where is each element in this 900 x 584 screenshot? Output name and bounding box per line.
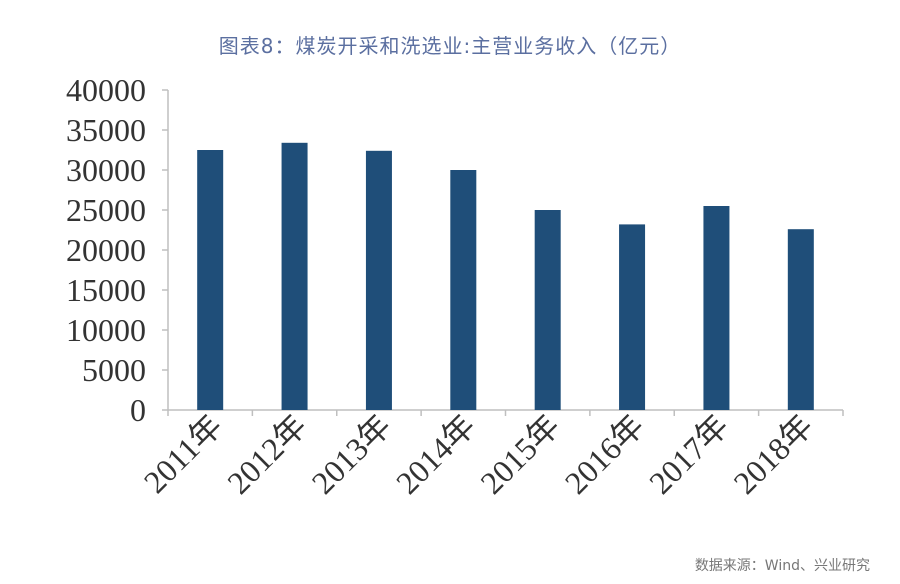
x-tick-label: 2012年 (220, 407, 313, 500)
y-tick-label: 5000 (82, 352, 146, 388)
x-tick-label: 2017年 (642, 407, 735, 500)
chart-title: 图表8：煤炭开采和洗选业:主营业务收入（亿元） (218, 34, 682, 58)
y-tick-label: 25000 (66, 192, 146, 228)
x-tick-label: 2014年 (389, 407, 482, 500)
y-tick-label: 15000 (66, 272, 146, 308)
bar (619, 224, 646, 410)
bar (703, 206, 730, 410)
x-tick-label: 2011年 (137, 407, 230, 500)
x-tick-label: 2016年 (558, 407, 651, 500)
y-tick-label: 0 (130, 392, 146, 428)
bar (197, 150, 224, 410)
y-tick-label: 40000 (66, 72, 146, 108)
x-tick-label: 2018年 (726, 407, 819, 500)
bar (534, 210, 561, 410)
y-tick-label: 30000 (66, 152, 146, 188)
x-tick-label: 2013年 (305, 407, 398, 500)
x-tick-label: 2015年 (473, 407, 566, 500)
bar (787, 229, 814, 410)
y-tick-label: 10000 (66, 312, 146, 348)
bar (450, 170, 477, 410)
y-tick-label: 20000 (66, 232, 146, 268)
bar (281, 142, 308, 411)
bar (365, 150, 392, 411)
source-note: 数据来源：Wind、兴业研究 (694, 558, 870, 574)
y-tick-label: 35000 (66, 112, 146, 148)
